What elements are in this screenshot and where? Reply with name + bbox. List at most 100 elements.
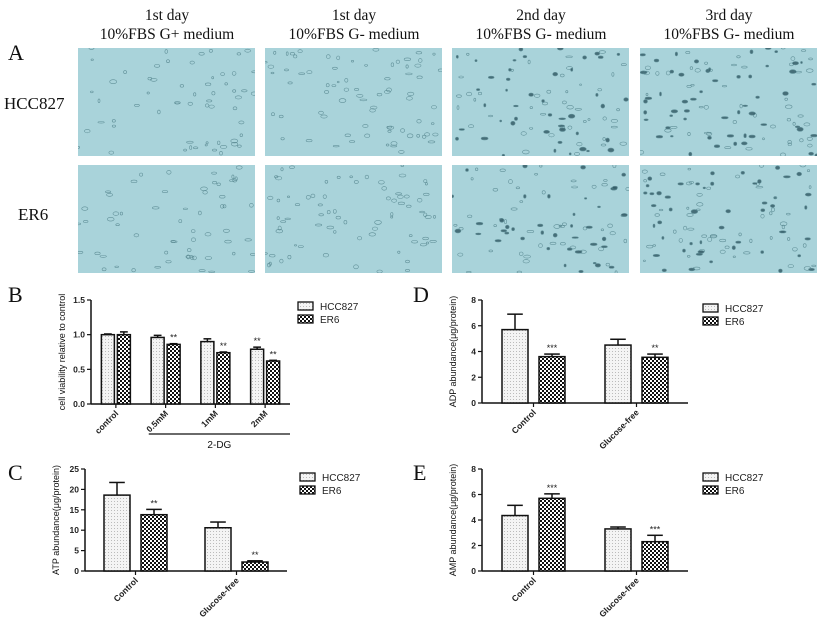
significance-marker: ** bbox=[170, 333, 178, 343]
bar-er6 bbox=[641, 540, 669, 572]
significance-marker: *** bbox=[650, 524, 661, 534]
title-line: 10%FBS G+ medium bbox=[99, 26, 235, 43]
bar-hcc827 bbox=[501, 328, 529, 404]
significance-marker: ** bbox=[251, 550, 259, 560]
legend-swatch bbox=[702, 303, 719, 313]
y-tick-label: 20 bbox=[70, 484, 80, 494]
bar-hcc827 bbox=[150, 336, 165, 405]
legend-label: HCC827 bbox=[725, 304, 764, 315]
legend-swatch bbox=[297, 301, 314, 311]
title-line: 1st day bbox=[144, 7, 190, 24]
title-line: 10%FBS G- medium bbox=[475, 26, 607, 43]
y-tick-label: 6 bbox=[471, 321, 476, 331]
significance-marker: *** bbox=[547, 483, 558, 493]
micrograph-er6-2 bbox=[263, 164, 442, 274]
bar-hcc827 bbox=[103, 494, 131, 572]
y-axis-label: ADP abundance(μg/protein) bbox=[448, 296, 458, 408]
y-tick-label: 6 bbox=[471, 490, 476, 500]
micrograph-er6-3 bbox=[450, 163, 632, 274]
y-tick-label: 25 bbox=[70, 464, 80, 474]
title-line: 10%FBS G- medium bbox=[288, 26, 420, 43]
panel-letter-d: D bbox=[413, 282, 429, 307]
bar-hcc827 bbox=[204, 527, 232, 572]
bar-hcc827 bbox=[604, 344, 632, 404]
significance-marker: ** bbox=[651, 343, 659, 353]
y-tick-label: 4 bbox=[471, 347, 476, 357]
legend-label: HCC827 bbox=[320, 302, 359, 313]
x-tick-label: Glucose-free bbox=[597, 407, 641, 451]
bar-er6 bbox=[216, 351, 231, 405]
bar-er6 bbox=[538, 497, 566, 572]
x-tick-label: Glucose-free bbox=[597, 575, 641, 619]
bar-er6 bbox=[538, 355, 566, 404]
x-tick-label: 2mM bbox=[249, 408, 270, 429]
legend-swatch bbox=[297, 314, 314, 324]
y-tick-label: 2 bbox=[471, 541, 476, 551]
panel-letter-c: C bbox=[8, 460, 23, 485]
y-tick-label: 1.5 bbox=[73, 295, 85, 305]
panel-letter-e: E bbox=[413, 460, 427, 485]
y-tick-label: 0.0 bbox=[73, 399, 85, 409]
row-label-er6: ER6 bbox=[18, 205, 49, 224]
y-tick-label: 4 bbox=[471, 515, 476, 525]
significance-marker: *** bbox=[547, 343, 558, 353]
y-tick-label: 15 bbox=[70, 505, 80, 515]
group-label: 2-DG bbox=[207, 440, 231, 451]
title-line: 2nd day bbox=[516, 7, 566, 24]
legend-swatch bbox=[299, 472, 316, 482]
bar-er6 bbox=[116, 333, 132, 405]
title-line: 1st day bbox=[331, 7, 377, 24]
significance-marker: ** bbox=[220, 341, 228, 351]
y-tick-label: 8 bbox=[471, 295, 476, 305]
bar-hcc827 bbox=[501, 514, 529, 572]
y-tick-label: 0 bbox=[471, 566, 476, 576]
y-tick-label: 5 bbox=[74, 546, 79, 556]
y-axis-label: ATP abundance(μg/protein) bbox=[51, 465, 61, 575]
micrograph-hcc827-4 bbox=[637, 46, 820, 158]
panel-letter-a: A bbox=[8, 40, 24, 65]
significance-marker: ** bbox=[270, 349, 278, 359]
legend-label: ER6 bbox=[725, 317, 745, 328]
legend-label: ER6 bbox=[725, 486, 745, 497]
x-tick-label: Glucose-free bbox=[197, 575, 241, 619]
x-tick-label: Control bbox=[111, 575, 139, 603]
legend-swatch bbox=[702, 316, 719, 326]
significance-marker: ** bbox=[254, 336, 262, 346]
y-tick-label: 1.0 bbox=[73, 330, 85, 340]
title-line: 10%FBS G- medium bbox=[663, 26, 795, 43]
column-title: 3rd day 10%FBS G- medium bbox=[634, 6, 824, 44]
title-line: 3rd day bbox=[705, 7, 753, 24]
x-tick-label: Control bbox=[509, 407, 537, 435]
micrograph-er6-4 bbox=[640, 162, 817, 273]
y-axis-label: cell viability relative to control bbox=[57, 294, 67, 411]
micrograph-hcc827-2 bbox=[262, 47, 444, 156]
legend-swatch bbox=[702, 485, 719, 495]
micrograph-hcc827-3 bbox=[452, 46, 629, 157]
legend-label: HCC827 bbox=[725, 473, 764, 484]
x-tick-label: 1mM bbox=[199, 408, 220, 429]
x-tick-label: Control bbox=[509, 575, 537, 603]
legend-label: ER6 bbox=[320, 315, 340, 326]
x-tick-label: control bbox=[93, 408, 120, 435]
bar-er6 bbox=[241, 561, 269, 572]
significance-marker: ** bbox=[150, 498, 158, 508]
bar-er6 bbox=[641, 356, 669, 404]
bar-hcc827 bbox=[200, 340, 215, 405]
column-title: 1st day 10%FBS G- medium bbox=[259, 6, 449, 44]
y-axis-label: AMP abundance(μg/protein) bbox=[448, 464, 458, 577]
bar-hcc827 bbox=[604, 528, 632, 572]
bar-hcc827 bbox=[100, 333, 116, 405]
bar-hcc827 bbox=[249, 348, 265, 405]
legend-label: HCC827 bbox=[322, 473, 361, 484]
bar-er6 bbox=[265, 360, 281, 405]
column-title: 1st day 10%FBS G+ medium bbox=[72, 6, 262, 44]
y-tick-label: 0 bbox=[74, 566, 79, 576]
panel-letter-b: B bbox=[8, 282, 23, 307]
y-tick-label: 8 bbox=[471, 464, 476, 474]
y-tick-label: 2 bbox=[471, 372, 476, 382]
column-title: 2nd day 10%FBS G- medium bbox=[446, 6, 636, 44]
row-label-hcc827: HCC827 bbox=[4, 94, 65, 113]
y-tick-label: 10 bbox=[70, 525, 80, 535]
